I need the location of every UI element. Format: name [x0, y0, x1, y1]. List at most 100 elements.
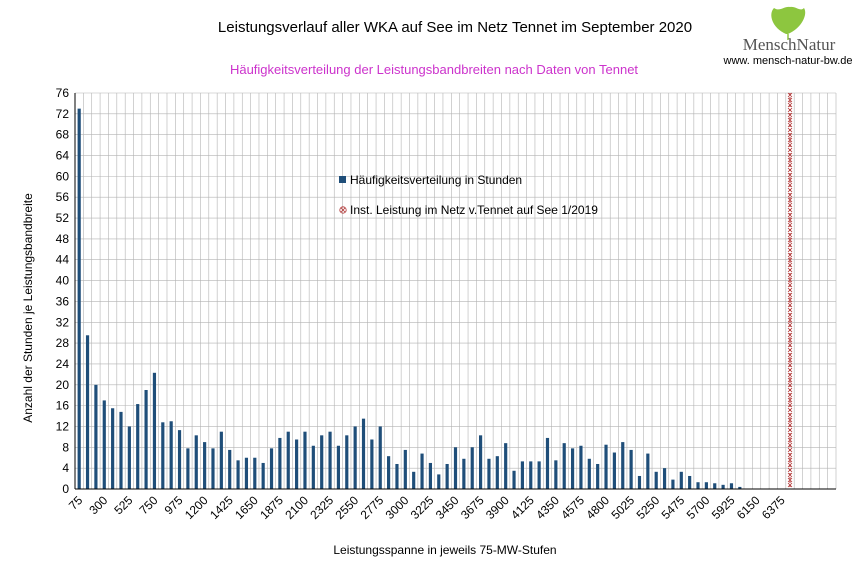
capacity-marker-point	[787, 362, 793, 368]
bar	[303, 431, 307, 489]
bar	[261, 462, 265, 489]
bar	[478, 435, 483, 489]
capacity-marker-point	[787, 187, 793, 193]
bar	[504, 443, 508, 489]
x-tick-label: 3900	[483, 493, 512, 522]
bar	[470, 447, 474, 489]
bar	[186, 448, 190, 489]
x-tick-label: 3000	[383, 493, 412, 522]
capacity-marker-point	[787, 197, 793, 203]
y-tick-label: 76	[56, 86, 70, 100]
legend-label-bars: Häufigkeitsverteilung in Stunden	[350, 173, 522, 187]
y-tick-label: 4	[62, 461, 69, 475]
bar	[428, 462, 433, 489]
bar	[111, 408, 115, 489]
bar	[596, 463, 600, 489]
capacity-marker-point	[787, 422, 793, 428]
bar	[537, 461, 541, 489]
capacity-marker-point	[787, 307, 793, 313]
capacity-marker-point	[787, 102, 793, 108]
y-tick-label: 20	[56, 378, 70, 392]
bar	[236, 460, 240, 489]
capacity-marker-point	[787, 257, 793, 263]
bar	[696, 482, 700, 489]
bar	[495, 456, 499, 489]
capacity-marker-point	[787, 142, 793, 148]
bar	[704, 482, 708, 489]
capacity-marker-point	[787, 357, 793, 363]
capacity-marker-point	[787, 232, 793, 238]
bar	[612, 452, 616, 489]
bar	[361, 418, 366, 489]
y-tick-label: 0	[62, 482, 69, 496]
x-tick-label: 4350	[533, 493, 562, 522]
bar	[370, 439, 374, 489]
capacity-marker-point	[787, 177, 793, 183]
bar	[320, 435, 324, 489]
capacity-marker-point	[787, 252, 793, 258]
capacity-marker-point	[787, 382, 793, 388]
legend-marker-swatch	[339, 206, 347, 214]
chart-subtitle: Häufigkeitsverteilung der Leistungsbandb…	[230, 62, 638, 77]
capacity-marker-point	[787, 372, 793, 378]
bar	[646, 453, 650, 489]
x-tick-label: 525	[111, 493, 135, 517]
capacity-marker-point	[787, 272, 793, 278]
bar	[253, 457, 257, 489]
capacity-marker-point	[787, 147, 793, 153]
capacity-marker-point	[787, 432, 793, 438]
bar	[545, 437, 550, 489]
bar	[662, 468, 667, 489]
x-tick-label: 300	[86, 493, 110, 517]
x-tick-label: 1200	[182, 493, 211, 522]
capacity-marker-point	[787, 317, 793, 323]
bar	[721, 484, 725, 489]
bar	[587, 458, 591, 489]
x-axis-title: Leistungsspanne in jeweils 75-MW-Stufen	[333, 543, 556, 557]
bar	[713, 483, 717, 489]
y-tick-label: 60	[56, 169, 70, 183]
capacity-marker-point	[787, 182, 793, 188]
bar	[629, 449, 633, 489]
bar	[520, 461, 524, 489]
bar	[671, 479, 675, 489]
logo-url: www. mensch-natur-bw.de	[723, 55, 853, 67]
y-tick-label: 44	[56, 253, 70, 267]
bar	[437, 474, 441, 489]
capacity-marker-point	[787, 202, 793, 208]
y-tick-label: 68	[56, 128, 70, 142]
capacity-marker-point	[787, 477, 793, 483]
capacity-marker-point	[787, 437, 793, 443]
bar	[244, 457, 249, 489]
bar	[579, 445, 583, 489]
bar	[738, 486, 742, 489]
capacity-marker-point	[787, 192, 793, 198]
capacity-marker-point	[787, 302, 793, 308]
capacity-marker-point	[787, 377, 793, 383]
bar	[311, 445, 315, 489]
bar	[194, 435, 198, 489]
y-tick-label: 16	[56, 399, 70, 413]
capacity-marker-point	[787, 417, 793, 423]
capacity-marker-point	[787, 337, 793, 343]
bar	[395, 463, 399, 489]
x-tick-label: 4125	[508, 493, 537, 522]
x-tick-label: 6150	[734, 493, 763, 522]
bar	[77, 108, 81, 489]
y-axis-title: Anzahl der Stunden je Leistungsbandbreit…	[21, 193, 35, 423]
capacity-marker-point	[787, 282, 793, 288]
bar	[102, 400, 106, 489]
bar	[729, 483, 734, 489]
capacity-marker-point	[787, 97, 793, 103]
x-tick-label: 2325	[307, 493, 336, 522]
bar	[445, 463, 449, 489]
bar	[562, 443, 566, 489]
capacity-marker-point	[787, 172, 793, 178]
x-tick-label: 750	[137, 493, 161, 517]
x-tick-label: 5025	[608, 493, 637, 522]
x-tick-label: 4575	[558, 493, 587, 522]
capacity-marker-point	[787, 472, 793, 478]
capacity-marker-point	[787, 267, 793, 273]
capacity-marker-point	[787, 107, 793, 113]
capacity-marker-point	[787, 127, 793, 133]
